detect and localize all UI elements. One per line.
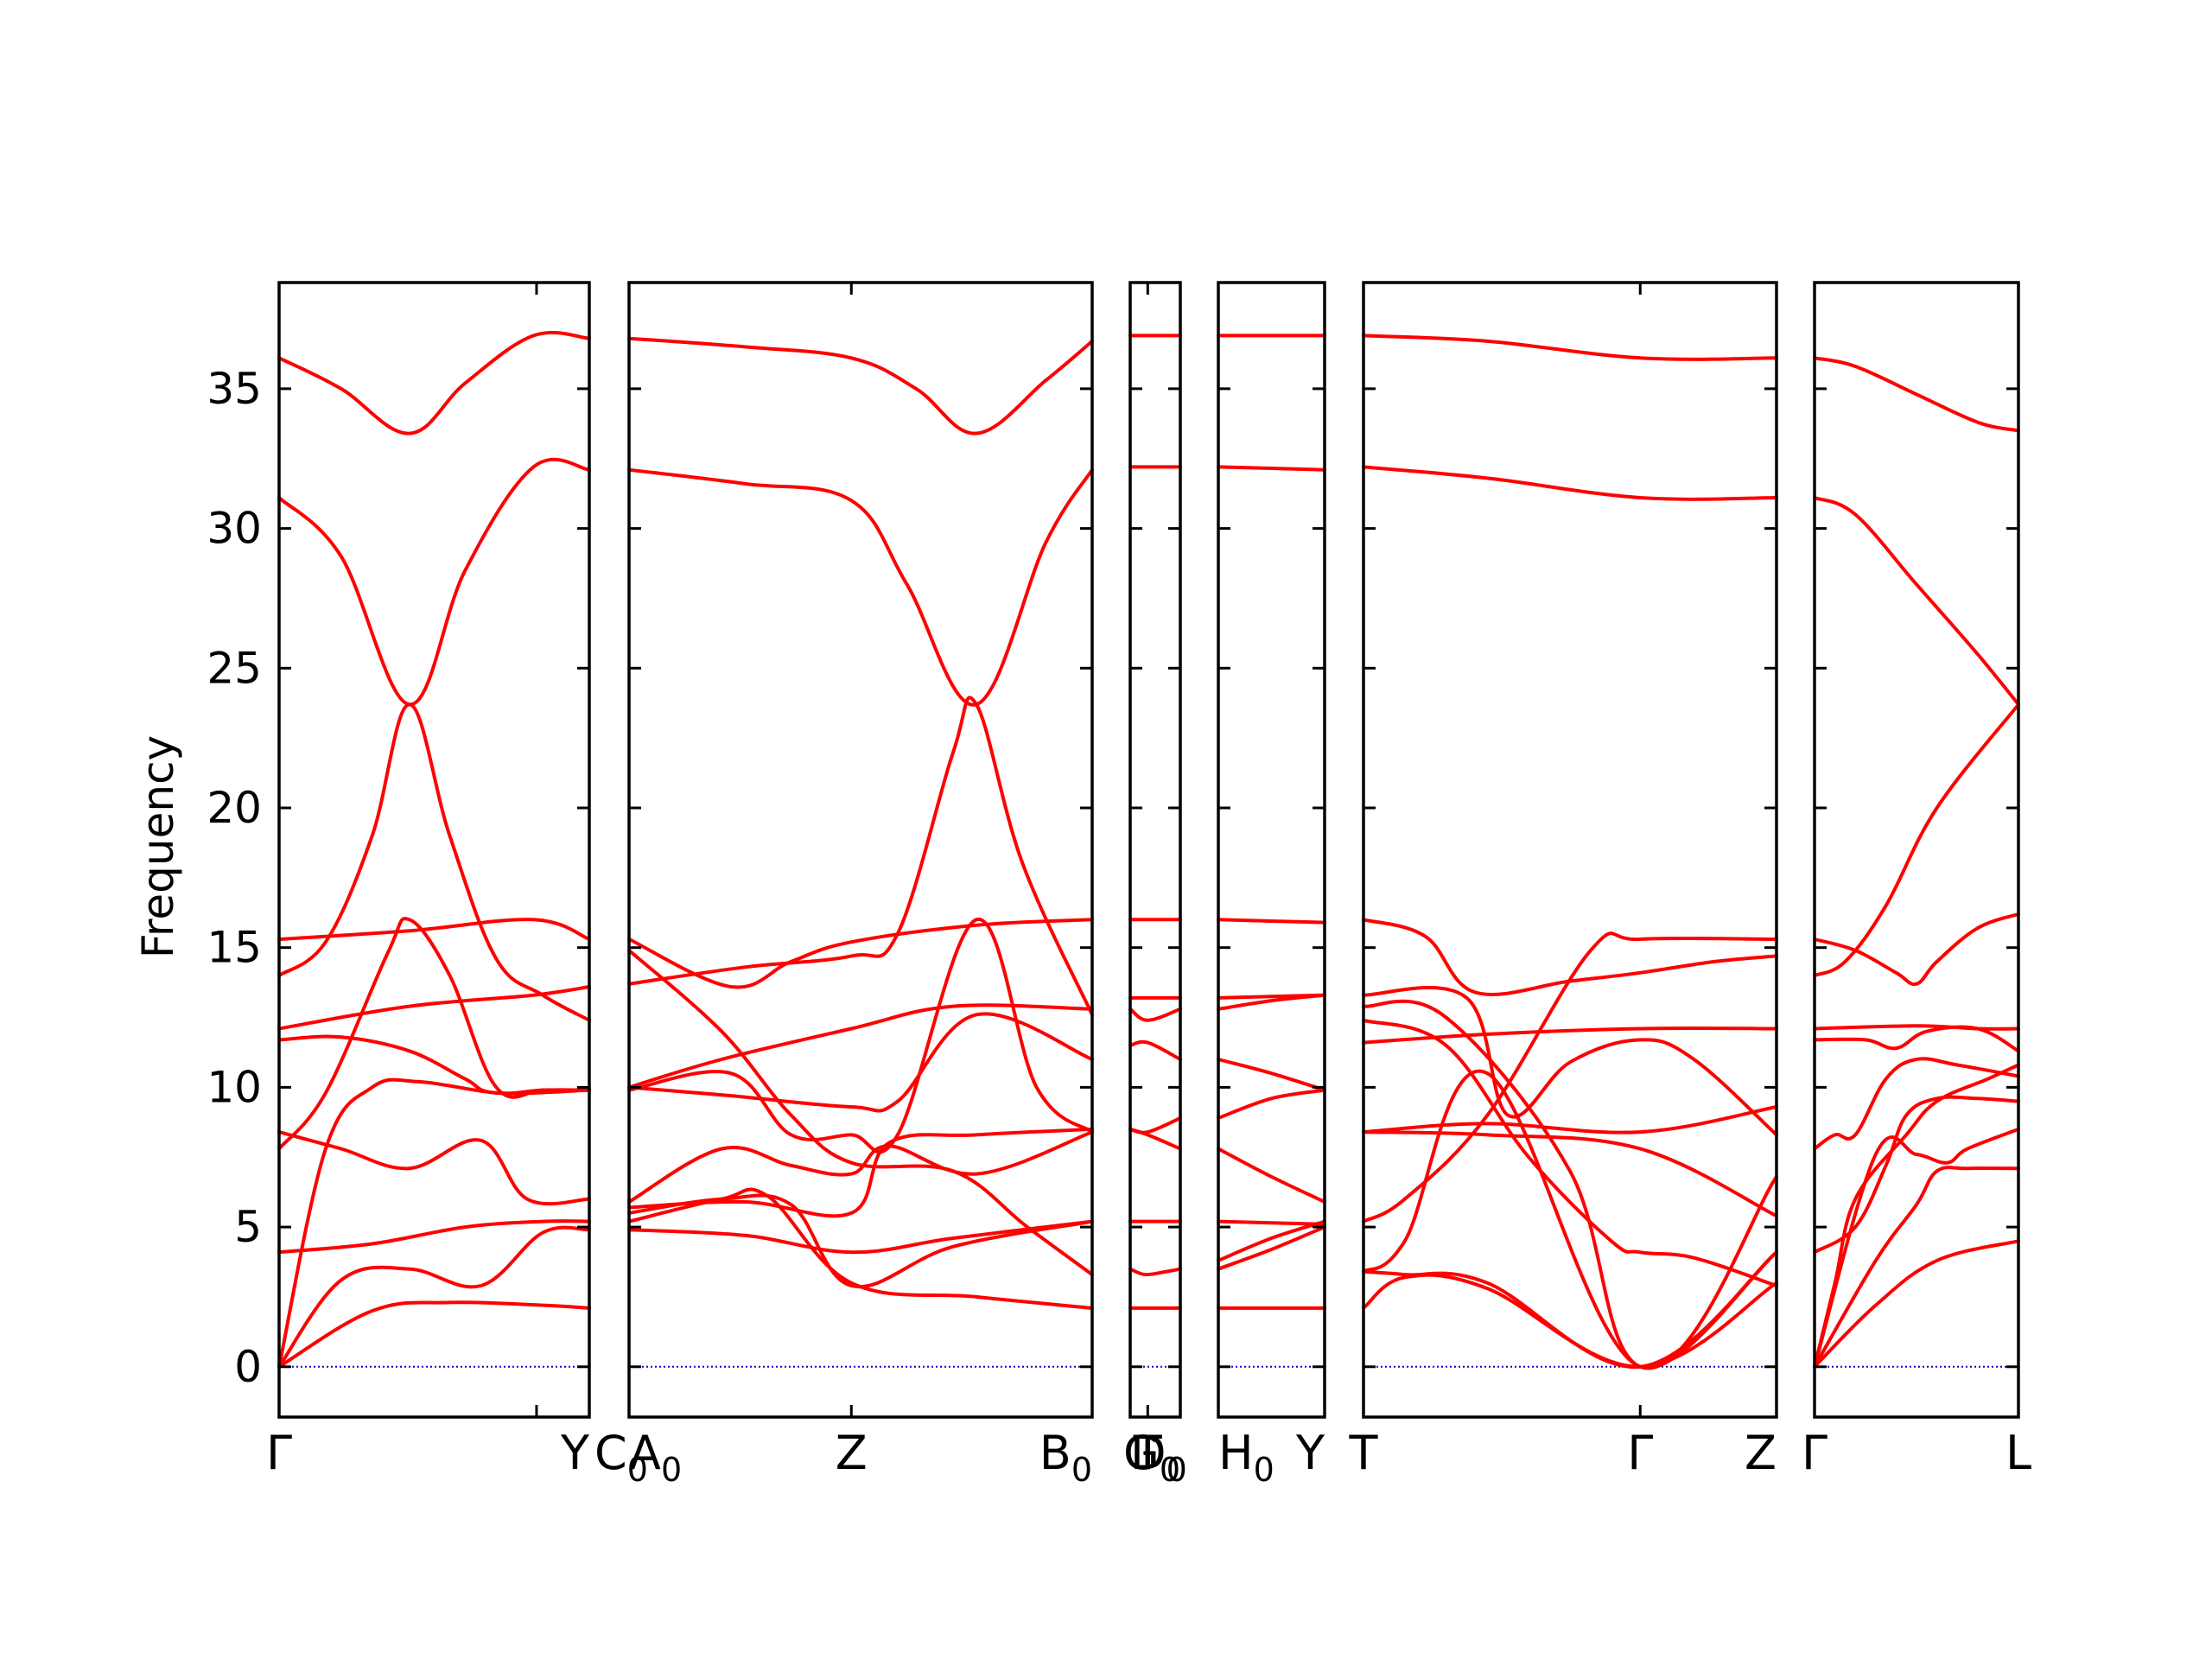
band-line-panel-4-6 [1217,1088,1326,1120]
q-point-label: T [1349,1426,1379,1480]
band-line-panel-6-7 [1813,1025,2020,1053]
band-line-panel-1-6 [277,1130,591,1206]
band-line-panel-2-5 [627,1130,1094,1204]
band-line-panel-4-4 [1217,1219,1326,1226]
band-line-panel-6-6 [1813,1057,2020,1151]
band-line-panel-4-9 [1217,993,1326,1000]
band-line-panel-6-2 [1813,1166,2020,1369]
band-line-panel-5-7 [1362,1026,1778,1045]
band-line-panel-2-8 [627,948,1094,1277]
band-line-panel-5-1 [1362,1273,1778,1369]
band-line-panel-3-5 [1128,1127,1182,1151]
band-line-panel-4-3 [1217,1219,1326,1262]
q-point-label: Y [1295,1426,1325,1480]
band-line-panel-1-1 [277,1300,591,1369]
band-line-panel-2-9 [627,1003,1094,1090]
band-line-panel-6-11 [1813,496,2020,707]
band-line-panel-1-11 [277,457,591,707]
band-line-panel-5-5 [1362,1130,1778,1218]
band-line-panel-2-7 [627,1012,1094,1113]
band-line-panel-2-12 [627,467,1094,707]
q-point-label: T [1133,1426,1163,1480]
band-line-panel-1-3 [277,1219,591,1255]
q-point-label: B0 [1039,1426,1092,1489]
band-line-panel-1-8 [277,985,591,1031]
band-line-panel-6-3 [1813,1127,2020,1369]
band-line-panel-5-11 [1362,918,1778,997]
y-tick-label: 20 [207,783,262,833]
band-line-panel-2-11 [627,918,1094,989]
band-line-panel-5-6 [1362,1105,1778,1135]
band-line-panel-2-6 [627,918,1094,1154]
band-line-panel-3-2 [1128,1267,1182,1277]
panel-frame-2 [627,281,1094,1419]
q-point-label: C0 [594,1426,648,1489]
frames-layer [277,281,2020,1419]
panel-frame-3 [1128,281,1182,1419]
band-line-panel-5-9 [1362,999,1778,1370]
q-point-label: Γ [266,1426,292,1480]
panel-frame-4 [1217,281,1326,1419]
y-tick-label: 15 [207,923,262,973]
band-line-panel-3-6 [1128,1039,1182,1061]
band-line-panel-6-8 [1813,1024,2020,1031]
y-tick-label: 30 [207,504,262,554]
q-point-label: Z [836,1426,868,1480]
q-point-label: D0 [1130,1426,1187,1489]
q-point-label: H0 [1218,1426,1274,1489]
band-line-panel-4-11 [1217,465,1326,472]
band-line-panel-1-2 [277,1225,591,1369]
y-tick-label: 10 [207,1062,262,1112]
band-line-panel-1-9 [277,702,591,1022]
panel-frame-1 [277,281,591,1419]
y-tick-label: 25 [207,643,262,693]
band-line-panel-5-13 [1362,334,1778,361]
band-line-panel-6-5 [1813,1063,2020,1369]
band-line-panel-1-10 [277,918,591,941]
y-axis-label: Frequency [133,735,183,958]
y-tick-label: 35 [207,364,262,414]
bands-layer [277,330,2020,1370]
band-line-panel-3-7 [1128,1007,1182,1022]
band-line-panel-6-9 [1813,702,2020,977]
band-line-panel-2-10 [627,696,1094,1017]
band-line-panel-4-5 [1217,1147,1326,1204]
band-line-panel-2-1 [627,1219,1094,1255]
y-tick-label: 5 [234,1202,262,1252]
panel-frame-6 [1813,281,2020,1419]
band-line-panel-4-10 [1217,918,1326,925]
q-point-label: Γ [1627,1426,1653,1480]
band-line-panel-5-2 [1362,1250,1778,1369]
band-line-panel-2-13 [627,336,1094,435]
y-tick-label: 0 [234,1342,262,1392]
band-line-panel-1-7 [277,1034,591,1096]
q-point-label: L [2005,1426,2031,1480]
q-point-label: Z [1745,1426,1777,1480]
band-line-panel-5-4 [1362,931,1778,1224]
band-line-panel-2-3 [627,1193,1094,1289]
q-point-label: Y [560,1426,590,1480]
q-point-label: Γ [1802,1426,1827,1480]
band-line-panel-5-10 [1362,986,1778,1137]
band-line-panel-1-12 [277,330,591,435]
band-line-panel-5-12 [1362,465,1778,501]
band-line-panel-6-12 [1813,356,2020,433]
panel-frame-5 [1362,281,1778,1419]
band-line-panel-4-2 [1217,1225,1326,1271]
band-line-panel-6-4 [1813,1095,2020,1255]
band-line-panel-1-4 [277,1077,591,1369]
band-line-panel-5-3 [1362,1069,1778,1370]
band-line-panel-6-10 [1813,912,2020,987]
band-line-panel-2-4 [627,1127,1094,1218]
band-line-panel-4-7 [1217,1058,1326,1092]
q-point-label: A0 [629,1426,682,1489]
band-line-panel-1-5 [277,917,591,1151]
q-point-label: G0 [1123,1426,1180,1489]
band-line-panel-6-1 [1813,1239,2020,1369]
